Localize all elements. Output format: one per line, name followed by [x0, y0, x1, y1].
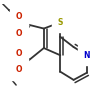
Text: S: S	[58, 18, 63, 27]
Text: O: O	[16, 65, 22, 74]
Text: O: O	[16, 12, 22, 21]
Text: N: N	[84, 51, 90, 60]
Text: O: O	[16, 49, 22, 58]
Text: O: O	[16, 29, 22, 38]
